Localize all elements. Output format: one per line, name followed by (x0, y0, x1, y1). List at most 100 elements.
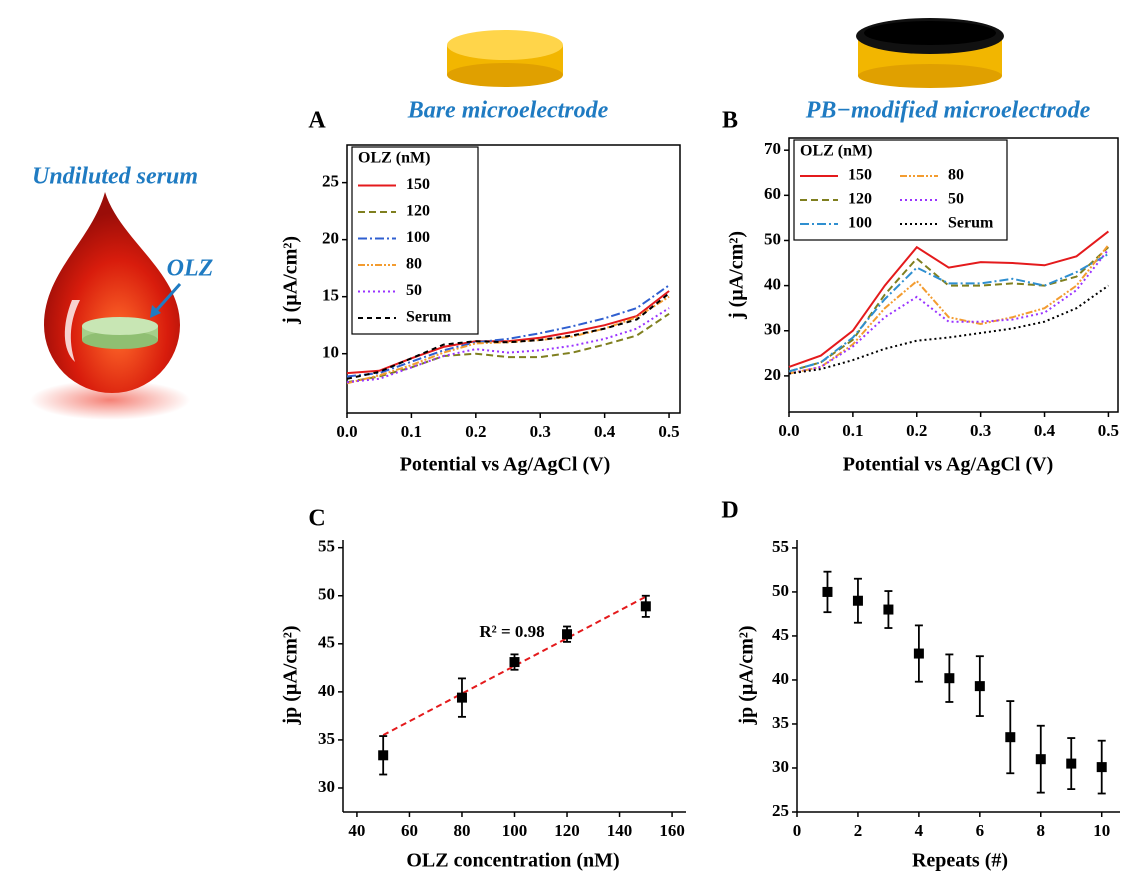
y-tick-label: 25 (772, 801, 789, 820)
illustration-title: Undiluted serum (32, 164, 198, 190)
y-tick-label: 45 (318, 633, 335, 652)
legend-label: 120 (406, 203, 430, 220)
y-axis-label: j (µA/cm²) (280, 236, 302, 325)
y-axis-label: j (µA/cm²) (726, 231, 748, 320)
x-tick-label: 4 (915, 821, 924, 840)
plot-frame (788, 137, 1119, 413)
y-tick-label: 50 (318, 585, 335, 604)
x-tick-label: 160 (659, 821, 685, 840)
x-tick-label: 2 (854, 821, 863, 840)
point (974, 681, 985, 692)
x-tick-label: 0.2 (465, 422, 486, 441)
panel-label: A (308, 108, 326, 134)
series-line (346, 292, 670, 380)
legend-label: 100 (848, 215, 872, 232)
y-axis-label: jp (µA/cm²) (280, 625, 302, 725)
legend-label: 50 (948, 191, 964, 208)
electrode-top (447, 30, 563, 60)
y-tick-label: 70 (764, 139, 781, 158)
x-tick-label: 8 (1037, 821, 1046, 840)
y-tick-label: 15 (322, 286, 339, 305)
legend-label: 80 (406, 256, 422, 273)
y-tick-label: 35 (318, 729, 335, 748)
panel-label: D (721, 498, 738, 524)
x-tick-label: 0.5 (658, 422, 679, 441)
legend-label: 50 (406, 282, 422, 299)
legend-label: 120 (848, 191, 872, 208)
x-tick-label: 100 (502, 821, 528, 840)
x-tick-label: 0.4 (594, 422, 616, 441)
legend-label: 80 (948, 167, 964, 184)
legend-box (351, 146, 479, 335)
y-tick-label: 30 (764, 320, 781, 339)
x-axis-label: OLZ concentration (nM) (406, 850, 619, 872)
panel-title: PB−modified microelectrode (805, 98, 1091, 124)
point (509, 657, 520, 668)
point (1096, 762, 1107, 773)
legend-title: OLZ (nM) (358, 150, 430, 167)
point (852, 595, 863, 606)
x-tick-label: 0 (793, 821, 802, 840)
x-axis-label: Repeats (#) (912, 850, 1008, 872)
arrow (153, 283, 182, 313)
series-line (788, 284, 1109, 375)
x-tick-label: 10 (1093, 821, 1110, 840)
y-tick-label: 25 (322, 172, 339, 191)
point (456, 692, 467, 703)
y-tick-label: 40 (764, 275, 781, 294)
electrode-bottom (858, 64, 1002, 88)
series-line (788, 244, 1110, 375)
point (640, 601, 651, 612)
series-line (788, 246, 1110, 373)
x-tick-label: 0.2 (906, 421, 927, 440)
disc-bottom (82, 331, 158, 349)
point (944, 673, 955, 684)
x-tick-label: 0.0 (336, 422, 357, 441)
legend-label: Serum (948, 215, 994, 232)
y-tick-label: 40 (772, 669, 789, 688)
series-line (788, 253, 1109, 373)
series-line (346, 284, 670, 378)
y-tick-label: 40 (318, 681, 335, 700)
x-tick-label: 0.3 (970, 421, 991, 440)
series-line (788, 248, 1110, 375)
point (378, 750, 389, 761)
x-axis-label: Potential vs Ag/AgCl (V) (843, 454, 1054, 476)
annotation: R² = 0.98 (479, 622, 544, 641)
x-tick-label: 60 (401, 821, 418, 840)
x-tick-label: 140 (607, 821, 633, 840)
y-tick-label: 20 (322, 229, 339, 248)
y-tick-label: 50 (764, 229, 781, 248)
x-tick-label: 6 (976, 821, 985, 840)
disc-top (82, 317, 158, 335)
point (1005, 732, 1016, 743)
x-axis-label: Potential vs Ag/AgCl (V) (400, 454, 611, 476)
x-tick-label: 0.0 (778, 421, 799, 440)
legend-title: OLZ (nM) (800, 143, 872, 160)
electrode-bottom (447, 63, 563, 87)
series-line (346, 307, 670, 384)
point (913, 648, 924, 659)
y-tick-label: 50 (772, 581, 789, 600)
y-tick-label: 60 (764, 184, 781, 203)
y-tick-label: 55 (772, 537, 789, 556)
panel-label: C (308, 506, 325, 532)
arrow-head (150, 305, 161, 318)
illustration-label: OLZ (167, 256, 214, 282)
x-tick-label: 0.3 (530, 422, 551, 441)
y-tick-label: 30 (772, 757, 789, 776)
point (1066, 758, 1077, 769)
highlight (64, 300, 80, 362)
point (562, 629, 573, 640)
x-tick-label: 0.1 (401, 422, 422, 441)
y-tick-label: 35 (772, 713, 789, 732)
panel-label: B (722, 108, 738, 134)
point (883, 604, 894, 615)
y-tick-label: 30 (318, 777, 335, 796)
x-tick-label: 0.5 (1098, 421, 1119, 440)
blood-drop (44, 192, 181, 394)
panel-title: Bare microelectrode (407, 98, 609, 124)
y-tick-label: 55 (318, 537, 335, 556)
glow (30, 380, 190, 420)
